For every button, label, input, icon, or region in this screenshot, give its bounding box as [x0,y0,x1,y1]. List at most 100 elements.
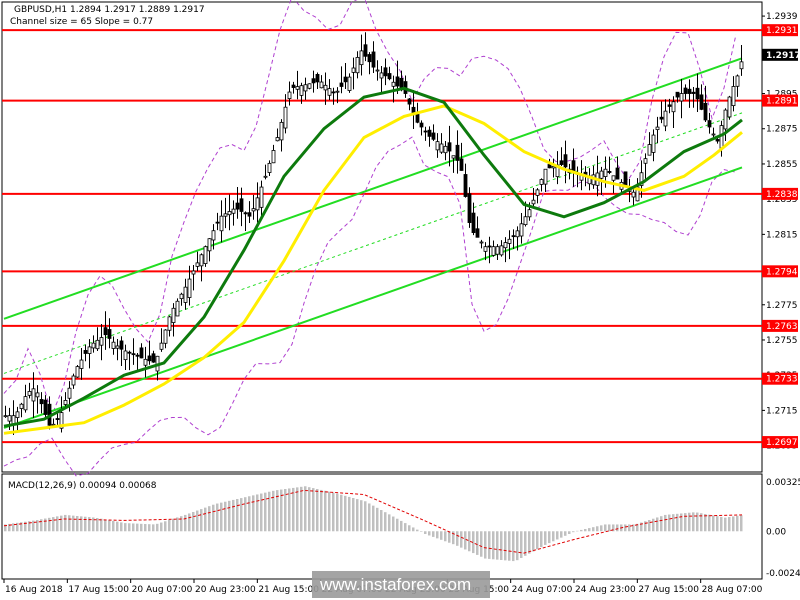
macd-bar [312,488,315,532]
candle-body [483,246,488,252]
macd-bar [240,498,243,532]
candle-body [739,61,744,70]
macd-bar [48,517,51,532]
candle-body [123,350,128,361]
x-tick-label-9: 24 Aug 23:00 [575,585,636,595]
macd-bar [252,495,255,532]
candle-body [439,143,444,153]
macd-bar [424,531,427,534]
macd-bar [412,527,415,532]
macd-bar [656,517,659,532]
candle-body [67,387,72,399]
macd-bar [372,505,375,532]
candle-body [343,76,348,83]
candle-body [659,116,664,120]
y-tick-label-10: 1.2715 [766,406,798,416]
macd-bar [496,531,499,560]
candle-body [711,133,716,136]
macd-bar [512,531,515,562]
candle-body [351,67,356,73]
macd-bar [220,502,223,532]
macd-bar [60,515,63,532]
macd-bar [500,531,503,560]
macd-bar [388,514,391,532]
macd-bar [444,531,447,542]
macd-bar [96,518,99,532]
candle-body [19,403,24,409]
candle-body [651,134,656,153]
candle-body [71,375,76,386]
macd-bar [196,510,199,532]
candle-body [611,175,616,181]
macd-bar [704,514,707,532]
level-tag-3: 1.2794 [766,267,798,277]
macd-bar [556,531,559,540]
macd-bar [112,520,115,532]
macd-bar [212,504,215,532]
macd-bar [592,527,595,532]
macd-bar [404,523,407,532]
candle-body [195,262,200,267]
macd-bar [684,513,687,532]
macd-bar [268,491,271,532]
macd-tick-label-0: 0.00325 [766,478,800,488]
macd-bar [724,517,727,532]
candle-body [127,351,132,354]
level-tag-1: 1.2891 [766,97,798,107]
x-tick-label-8: 24 Aug 07:00 [512,585,573,595]
macd-bar [280,489,283,532]
macd-bar [400,520,403,532]
candle-body [339,82,344,87]
macd-bar [224,501,227,532]
macd-bar [432,531,435,537]
macd-bar [380,510,383,532]
candle-body [523,216,528,226]
candle-body [143,358,148,366]
macd-bar [368,503,371,532]
regression-channel [3,57,743,429]
candle-body [207,238,212,252]
level-tag-4: 1.2763 [766,322,798,332]
candle-body [663,110,668,127]
level-tag-box-3 [762,265,798,278]
macd-bar [552,531,555,542]
candle-body [291,84,296,88]
price-axis: 1.2939 1.2895 1.2875 1.2855 1.2835 1.2815 1.27… [762,12,798,452]
candle-body [271,150,276,164]
macd-bar [28,521,31,532]
candle-body [63,400,68,405]
candle-body [455,144,460,161]
band-lower [3,136,737,477]
candle-body [187,278,192,298]
candle-body [443,145,448,154]
candle-body [167,316,172,331]
level-tag-box-2 [762,187,798,200]
x-tick-label-3: 20 Aug 23:00 [195,585,256,595]
x-tick-label-4: 21 Aug 15:00 [258,585,319,595]
candle-body [311,78,316,84]
macd-bar [364,501,367,532]
candle-body [639,172,644,186]
macd-bar [308,487,311,532]
candle-body [515,230,520,238]
macd-bar [732,516,735,532]
macd-bar [484,531,487,559]
macd-bar [356,499,359,532]
candle-body [315,74,320,83]
candle-body [383,67,388,77]
candle-body [3,415,8,418]
level-tag-box-0 [762,24,798,37]
candle-body [435,141,440,151]
candle-body [355,57,360,74]
macd-bar [688,512,691,532]
macd-bar [564,531,567,536]
candle-body [655,126,660,131]
macd-bar [504,531,507,561]
macd-bar [636,523,639,532]
macd-bar [92,517,95,532]
candle-body [323,84,328,91]
candle-body [551,166,556,169]
macd-bar [548,531,551,544]
macd-bar [544,531,547,545]
